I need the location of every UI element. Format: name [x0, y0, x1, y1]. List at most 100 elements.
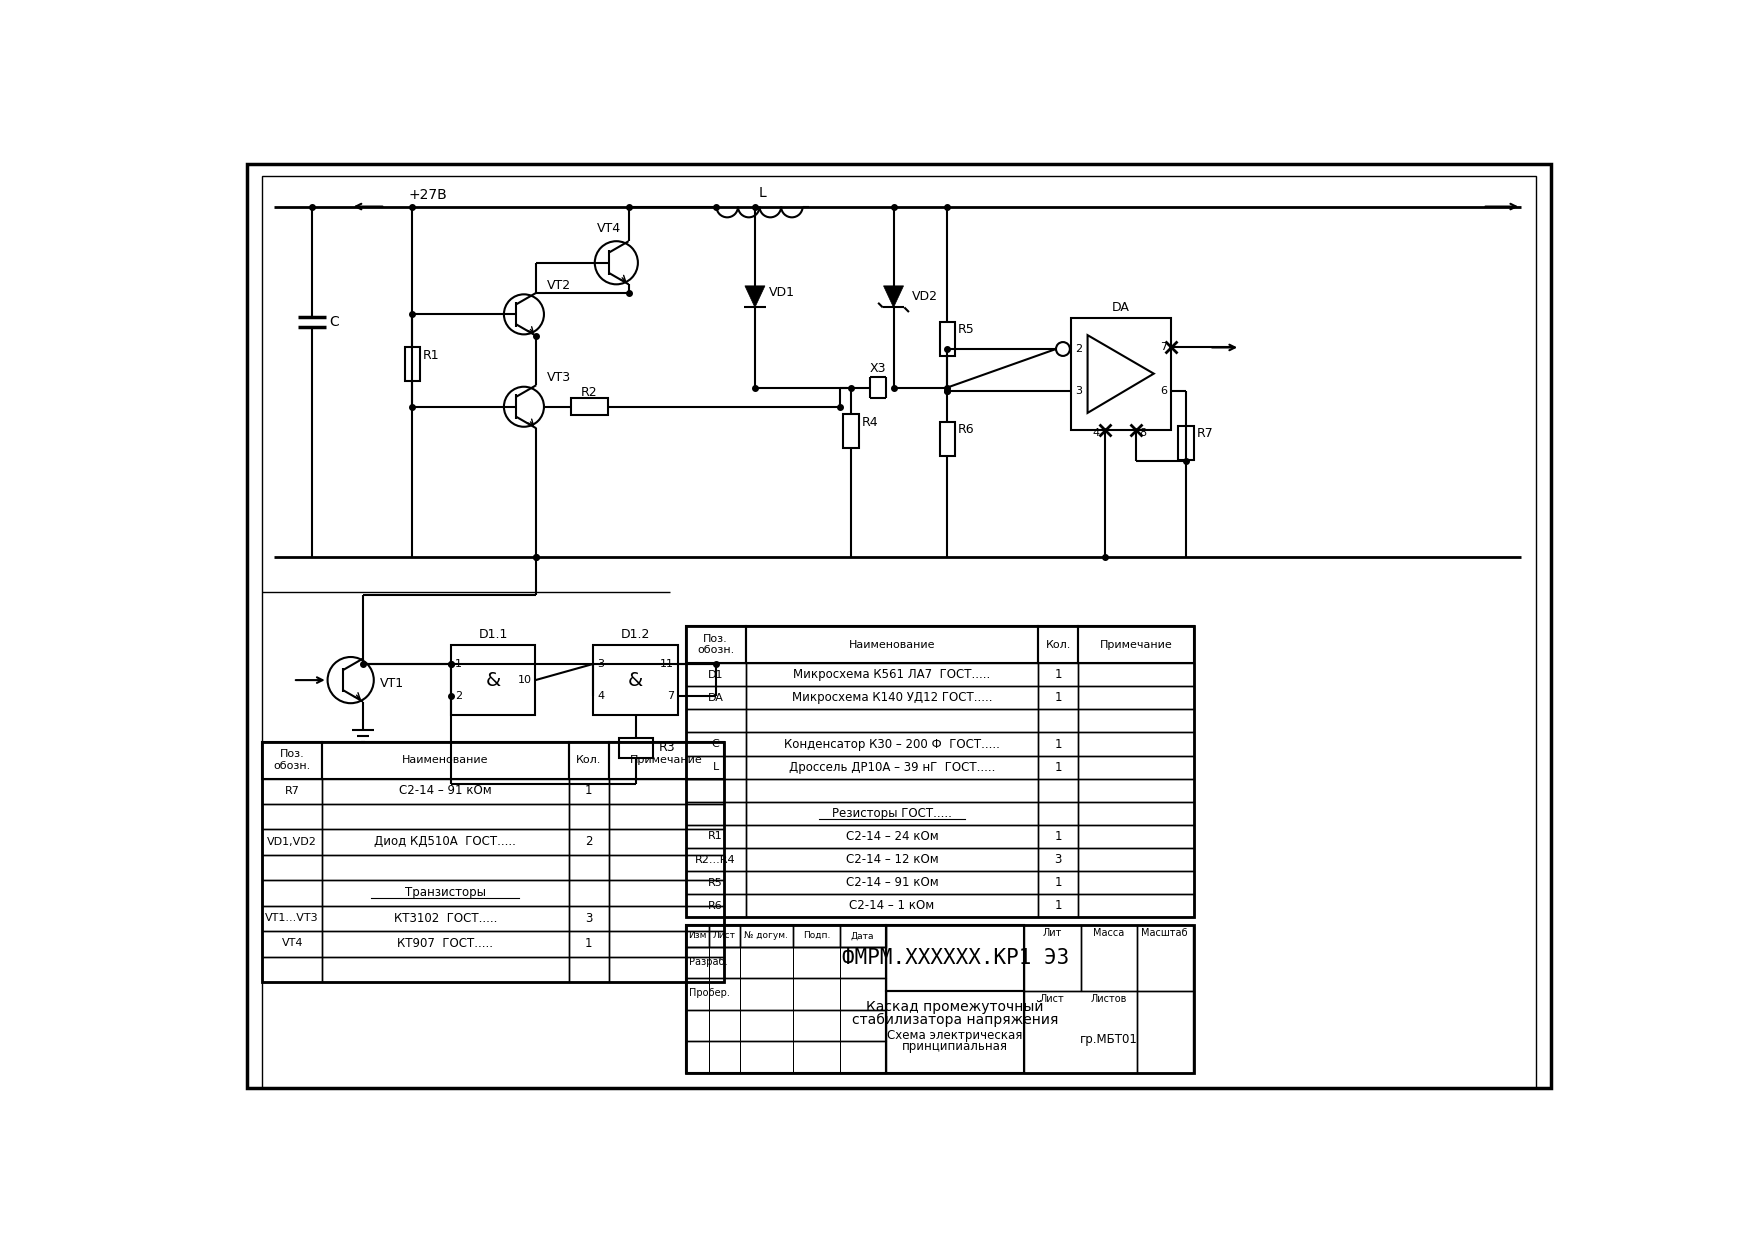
Text: R4: R4	[861, 415, 879, 429]
Polygon shape	[745, 286, 765, 308]
Bar	[740, 978, 793, 1009]
Bar	[609, 742, 724, 779]
Bar	[451, 646, 535, 714]
Bar	[568, 779, 609, 804]
Bar	[323, 779, 568, 804]
Bar	[686, 1009, 709, 1042]
Bar	[686, 894, 745, 918]
Bar	[745, 755, 1038, 779]
Bar	[686, 802, 745, 825]
Bar	[745, 709, 1038, 733]
Text: C: C	[712, 739, 719, 749]
Bar	[261, 742, 724, 982]
Bar	[593, 646, 679, 714]
Bar	[686, 686, 745, 709]
Text: Конденсатор К30 – 200 Ф  ГОСТ.....: Конденсатор К30 – 200 Ф ГОСТ.....	[784, 738, 1000, 750]
Bar	[745, 663, 1038, 686]
Text: 3: 3	[1054, 853, 1061, 866]
Text: С2-14 – 1 кОм: С2-14 – 1 кОм	[849, 899, 935, 913]
Text: КТ3102  ГОСТ.....: КТ3102 ГОСТ.....	[393, 911, 496, 925]
Text: 3: 3	[1075, 387, 1082, 397]
Text: ФМРМ.XXXXXX.КР1 ЭЗ: ФМРМ.XXXXXX.КР1 ЭЗ	[842, 949, 1068, 968]
Text: 3: 3	[596, 658, 603, 668]
Text: DA: DA	[1112, 301, 1130, 314]
Text: 6: 6	[1161, 387, 1168, 397]
Text: D1: D1	[709, 670, 723, 680]
Bar	[709, 978, 740, 1009]
Text: Х3: Х3	[870, 362, 886, 374]
Bar	[323, 931, 568, 956]
Bar	[745, 686, 1038, 709]
Bar	[844, 414, 859, 449]
Text: R2: R2	[581, 387, 598, 399]
Bar	[686, 946, 709, 978]
Text: 1: 1	[1054, 830, 1063, 843]
Text: VD1: VD1	[768, 286, 795, 299]
Bar	[1079, 779, 1194, 802]
Text: D1.2: D1.2	[621, 629, 651, 641]
Bar	[686, 946, 886, 978]
Text: Диод КД510А  ГОСТ.....: Диод КД510А ГОСТ.....	[374, 836, 516, 848]
Bar	[686, 925, 886, 946]
Text: С2-14 – 91 кОм: С2-14 – 91 кОм	[398, 785, 491, 797]
Bar	[568, 931, 609, 956]
Bar	[686, 755, 745, 779]
Text: VD1,VD2: VD1,VD2	[267, 837, 317, 847]
Text: 1: 1	[1054, 738, 1063, 750]
Text: Поз.
обозн.: Поз. обозн.	[274, 749, 310, 771]
Text: D1.1: D1.1	[479, 629, 509, 641]
Bar	[1079, 755, 1194, 779]
Text: Микросхема К140 УД12 ГОСТ.....: Микросхема К140 УД12 ГОСТ.....	[791, 692, 993, 704]
Text: 1: 1	[1054, 668, 1063, 681]
Bar	[1079, 626, 1194, 663]
Text: R1: R1	[423, 348, 440, 362]
Text: R5: R5	[958, 324, 975, 336]
Bar	[570, 398, 609, 415]
Bar	[1038, 733, 1079, 755]
Text: R5: R5	[709, 878, 723, 888]
Text: Поз.
обозн.: Поз. обозн.	[696, 634, 735, 656]
Bar	[709, 946, 740, 978]
Bar	[745, 802, 1038, 825]
Text: 7: 7	[667, 691, 674, 702]
Bar	[709, 1042, 740, 1073]
Text: 1: 1	[584, 785, 593, 797]
Bar	[323, 905, 568, 931]
Text: С2-14 – 91 кОм: С2-14 – 91 кОм	[845, 877, 938, 889]
Bar	[1080, 925, 1137, 991]
Text: VT4: VT4	[596, 222, 621, 234]
Bar	[740, 1009, 793, 1042]
Text: VD2: VD2	[912, 290, 938, 303]
Text: R1: R1	[709, 831, 723, 842]
Text: Наименование: Наименование	[402, 755, 489, 765]
Bar	[793, 1042, 840, 1073]
Text: L: L	[759, 186, 766, 200]
Bar	[840, 978, 886, 1009]
Bar	[686, 1009, 886, 1042]
Bar	[686, 925, 709, 946]
Bar	[886, 925, 1024, 991]
Bar	[609, 931, 724, 956]
Text: 1: 1	[584, 937, 593, 950]
Bar	[568, 804, 609, 830]
Text: 4: 4	[1093, 428, 1100, 438]
Bar	[686, 925, 1194, 1073]
Bar	[609, 956, 724, 982]
Bar	[745, 894, 1038, 918]
Text: Наименование: Наименование	[849, 640, 935, 650]
Bar	[1079, 848, 1194, 870]
Bar	[740, 946, 793, 978]
Bar	[745, 825, 1038, 848]
Bar	[793, 1009, 840, 1042]
Text: Дроссель ДР10А – 39 нГ  ГОСТ.....: Дроссель ДР10А – 39 нГ ГОСТ.....	[789, 760, 995, 774]
Text: R7: R7	[1196, 428, 1214, 440]
Bar	[840, 1042, 886, 1073]
Bar	[609, 854, 724, 880]
Bar	[1038, 894, 1079, 918]
Bar	[686, 733, 745, 755]
Text: 2: 2	[454, 691, 461, 702]
Bar	[1179, 427, 1194, 460]
Text: +27В: +27В	[409, 188, 447, 202]
Bar	[740, 1042, 793, 1073]
Text: Подп.: Подп.	[803, 931, 830, 940]
